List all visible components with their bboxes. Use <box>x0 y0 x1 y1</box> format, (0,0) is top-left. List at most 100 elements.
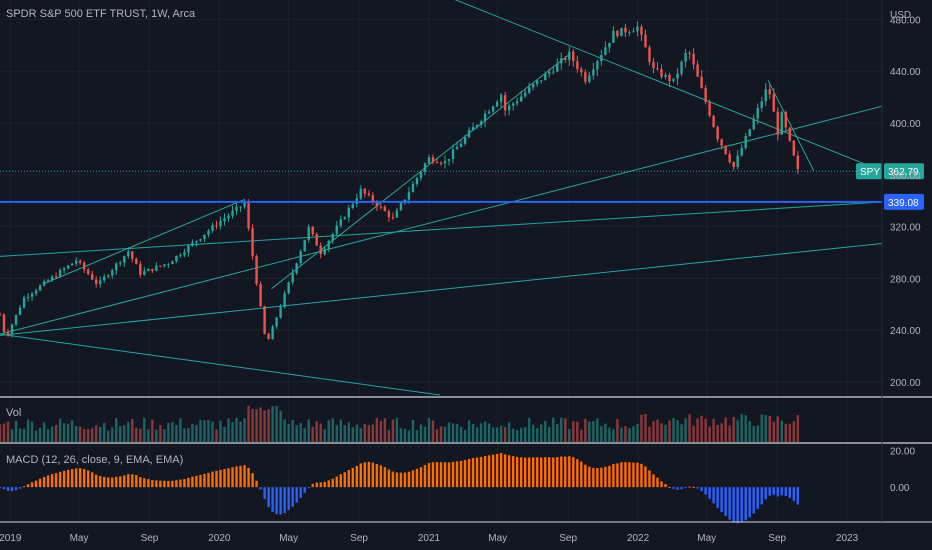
macd-bar <box>736 487 739 524</box>
macd-bar <box>692 486 695 488</box>
candle-body <box>624 27 627 33</box>
volume-bar <box>2 423 6 442</box>
volume-bar <box>255 409 258 442</box>
macd-bar <box>652 474 655 488</box>
symbol-tag <box>856 163 882 180</box>
candle-body <box>0 314 2 316</box>
candle-body <box>167 264 170 266</box>
volume-bar <box>427 417 431 442</box>
macd-bar <box>379 465 383 488</box>
volume-bar <box>78 426 82 442</box>
volume-bar <box>704 418 707 442</box>
macd-bar <box>115 476 118 488</box>
macd-bar <box>776 487 779 497</box>
macd-bar <box>407 471 411 488</box>
macd-tick-label: 20.00 <box>890 447 915 458</box>
volume-bar <box>387 430 391 442</box>
macd-bar <box>191 476 194 488</box>
candle-body <box>199 239 202 241</box>
volume-bar <box>648 426 651 442</box>
macd-bar <box>676 487 679 490</box>
volume-bar <box>339 419 342 442</box>
macd-bar <box>483 455 487 488</box>
macd-bar <box>74 468 78 488</box>
macd-bar <box>0 487 2 489</box>
volume-bar <box>87 429 90 442</box>
candle-body <box>407 192 411 200</box>
candle-body <box>584 72 587 82</box>
macd-bar <box>732 487 735 523</box>
candle-body <box>776 111 779 135</box>
candle-body <box>315 234 318 246</box>
volume-bar <box>327 420 330 442</box>
macd-bar <box>135 475 138 488</box>
volume-bar <box>331 418 334 442</box>
candle-body <box>14 314 18 325</box>
candle-body <box>211 225 214 231</box>
price-tick-label: 480.00 <box>890 15 921 26</box>
candle-body <box>103 276 106 281</box>
candle-series[interactable] <box>0 21 800 340</box>
candle-body <box>511 103 515 106</box>
volume-bar <box>247 405 250 442</box>
volume-bar <box>708 426 711 442</box>
macd-bar <box>163 480 166 488</box>
macd-bar <box>267 487 270 508</box>
volume-bar <box>403 428 407 442</box>
volume-bar <box>95 425 98 442</box>
candle-body <box>227 215 230 219</box>
macd-bar <box>227 468 230 488</box>
volume-bar <box>123 425 126 442</box>
macd-bar <box>459 460 463 488</box>
macd-bar <box>540 457 543 488</box>
candle-body <box>495 101 499 107</box>
volume-bar <box>796 415 800 442</box>
symbol-tag-text: SPY <box>860 167 880 178</box>
volume-bar <box>564 418 567 442</box>
volume-bar <box>676 419 679 442</box>
candle-body <box>10 324 14 335</box>
macd-bar <box>179 479 182 488</box>
candle-body <box>528 87 531 93</box>
macd-bar <box>42 476 46 488</box>
candle-body <box>351 203 354 208</box>
macd-bar <box>171 480 174 488</box>
volume-bar <box>34 430 38 442</box>
macd-bar <box>672 487 675 489</box>
volume-bar <box>680 424 683 442</box>
candle-body <box>744 136 747 149</box>
candle-body <box>487 111 491 114</box>
macd-bar <box>319 482 322 488</box>
candle-body <box>692 53 695 65</box>
candle-body <box>135 258 138 265</box>
volume-bar <box>784 423 787 442</box>
volume-bar <box>407 430 411 442</box>
level-tag-text: 339.08 <box>888 198 919 209</box>
macd-bar <box>708 487 711 499</box>
volume-bar <box>540 424 543 442</box>
trendline-group[interactable] <box>0 0 883 396</box>
macd-bar <box>391 471 395 488</box>
macd-bar <box>528 457 531 488</box>
macd-bar <box>612 463 615 488</box>
volume-bar <box>367 425 371 442</box>
macd-bar <box>311 483 314 488</box>
candle-body <box>50 276 54 281</box>
candle-body <box>207 230 210 235</box>
candle-body <box>115 263 118 271</box>
candle-body <box>111 270 114 276</box>
candle-body <box>788 127 791 141</box>
macd-bar <box>46 475 50 488</box>
volume-bar <box>119 425 122 442</box>
macd-bar <box>660 481 663 488</box>
volume-bar <box>295 425 298 442</box>
macd-bar <box>724 487 727 517</box>
candle-body <box>588 75 591 82</box>
macd-bar <box>443 462 447 488</box>
candle-body <box>479 121 483 125</box>
macd-bar <box>572 457 575 488</box>
macd-bar <box>796 487 800 505</box>
macd-bar <box>511 456 515 488</box>
